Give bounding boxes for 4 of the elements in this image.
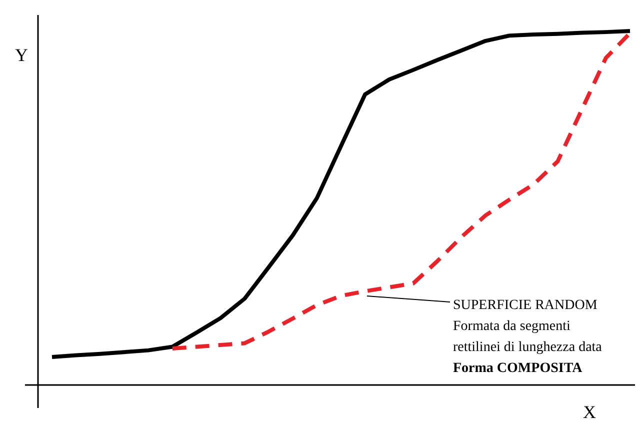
y-axis-title: Y [15, 45, 28, 65]
annotation: Forma COMPOSITA [453, 361, 584, 376]
annotation: SUPERFICIE RANDOM Formata da segmenti rettilinei di lunghezza data [453, 298, 603, 355]
x-axis-title: X [583, 402, 596, 421]
